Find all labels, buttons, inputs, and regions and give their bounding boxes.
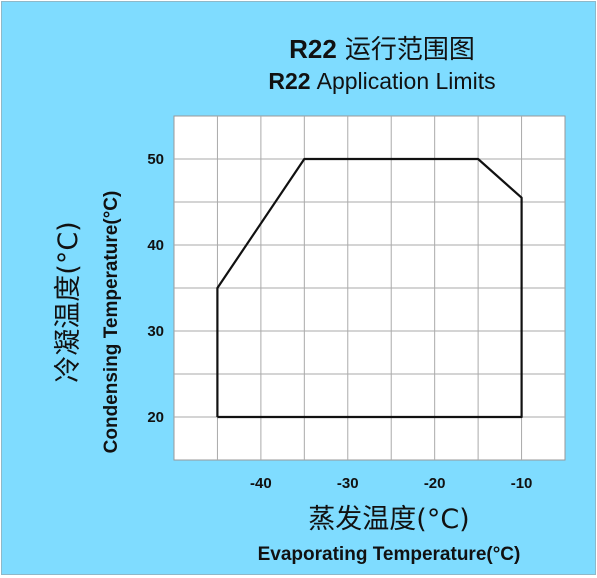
y-axis-label-en: Condensing Temperature(°C) — [101, 191, 122, 454]
x-tick-label: -20 — [424, 475, 446, 492]
y-tick-label: 30 — [147, 323, 164, 340]
tick-labels: -40 -30 -20 -10 20 30 40 50 — [147, 151, 532, 492]
y-tick-label: 40 — [147, 237, 164, 254]
x-tick-label: -10 — [511, 475, 533, 492]
title2-bold: R22 — [268, 68, 310, 94]
x-axis-label-en: Evaporating Temperature(°C) — [258, 544, 521, 565]
chart-title-line1: R22 运行范围图 — [289, 34, 475, 65]
x-axis-label-cn: 蒸发温度(°C) — [308, 504, 469, 535]
title1-bold: R22 — [289, 34, 337, 64]
title2-rest: Application Limits — [317, 68, 496, 94]
x-tick-label: -40 — [250, 475, 272, 492]
y-axis-label-cn: 冷凝温度(°C) — [53, 221, 84, 382]
y-tick-label: 20 — [147, 409, 164, 426]
chart-title-line2: R22 Application Limits — [268, 68, 495, 94]
y-tick-label: 50 — [147, 151, 164, 168]
application-limits-envelope — [216, 157, 523, 419]
x-tick-label: -30 — [337, 475, 359, 492]
title1-rest: 运行范围图 — [345, 35, 475, 65]
